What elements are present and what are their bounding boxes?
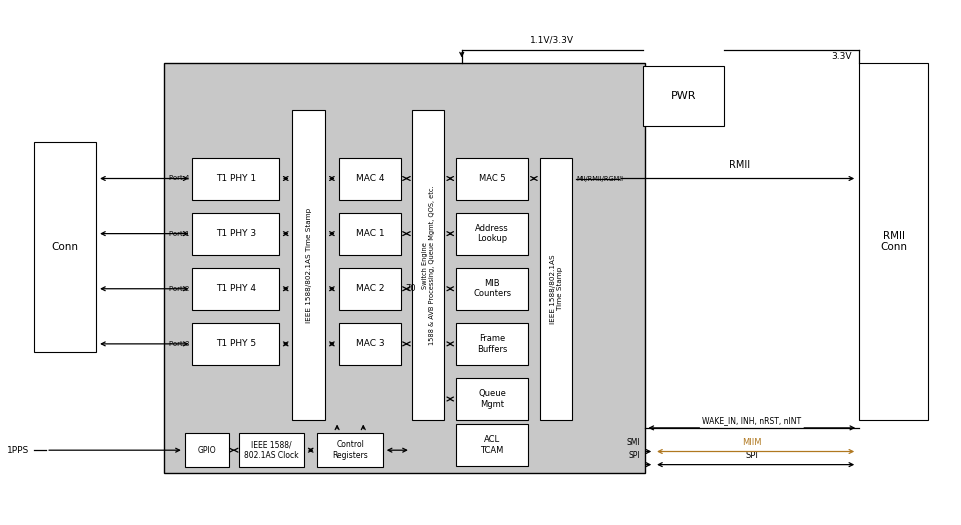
Text: Queue
Mgmt: Queue Mgmt xyxy=(478,390,505,408)
Text: MII/RMII/RGMII: MII/RMII/RGMII xyxy=(576,175,623,182)
Text: T1 PHY 3: T1 PHY 3 xyxy=(215,229,256,238)
Bar xyxy=(317,433,382,467)
Text: Address
Lookup: Address Lookup xyxy=(475,224,508,243)
Bar xyxy=(338,158,401,200)
Text: Port 2: Port 2 xyxy=(169,286,189,292)
Bar xyxy=(238,433,304,467)
Text: IEEE 1588/802.1AS Time Stamp: IEEE 1588/802.1AS Time Stamp xyxy=(306,207,311,323)
Text: Conn: Conn xyxy=(51,242,79,252)
Text: 1PPS: 1PPS xyxy=(7,446,29,455)
Bar xyxy=(456,158,528,200)
Text: RMII
Conn: RMII Conn xyxy=(879,230,906,253)
Text: Port 3: Port 3 xyxy=(169,341,189,347)
Bar xyxy=(163,63,644,472)
Bar xyxy=(192,158,279,200)
Text: ACL
TCAM: ACL TCAM xyxy=(480,436,504,455)
Text: Switch Engine
1588 & AVB Processing, Queue Mgmt, QOS, etc.: Switch Engine 1588 & AVB Processing, Que… xyxy=(421,185,434,345)
Text: 3.3V: 3.3V xyxy=(830,52,850,61)
Text: SPI: SPI xyxy=(628,450,639,460)
Text: T1 PHY 5: T1 PHY 5 xyxy=(215,339,256,349)
Bar xyxy=(192,268,279,310)
Bar xyxy=(192,213,279,255)
Text: SPI: SPI xyxy=(745,450,757,460)
Bar xyxy=(456,268,528,310)
Bar xyxy=(456,378,528,420)
Text: PWR: PWR xyxy=(670,91,696,101)
Bar xyxy=(411,110,444,420)
Bar xyxy=(642,66,724,126)
Text: Port 1: Port 1 xyxy=(169,230,189,237)
Bar xyxy=(192,323,279,365)
Text: RMII: RMII xyxy=(728,160,750,171)
Bar xyxy=(858,63,927,420)
Bar xyxy=(338,213,401,255)
Text: MIB
Counters: MIB Counters xyxy=(473,279,510,298)
Bar xyxy=(456,424,528,466)
Bar xyxy=(185,433,229,467)
Bar xyxy=(292,110,325,420)
Bar xyxy=(456,323,528,365)
Text: MAC 1: MAC 1 xyxy=(356,229,383,238)
Text: T1 PHY 4: T1 PHY 4 xyxy=(215,284,256,293)
Text: MAC 5: MAC 5 xyxy=(479,174,505,183)
Text: MAC 4: MAC 4 xyxy=(356,174,383,183)
Bar xyxy=(34,142,96,352)
Bar xyxy=(338,323,401,365)
Text: IEEE 1588/
802.1AS Clock: IEEE 1588/ 802.1AS Clock xyxy=(244,440,298,460)
Text: Frame
Buffers: Frame Buffers xyxy=(477,334,506,353)
Bar xyxy=(456,213,528,255)
Text: MAC 3: MAC 3 xyxy=(356,339,383,349)
Bar xyxy=(338,268,401,310)
Text: MIIM: MIIM xyxy=(741,437,761,447)
Text: GPIO: GPIO xyxy=(197,446,216,455)
Text: SMI: SMI xyxy=(626,437,639,447)
Text: Control
Registers: Control Registers xyxy=(332,440,368,460)
Text: 1.1V/3.3V: 1.1V/3.3V xyxy=(530,36,574,45)
Text: 70: 70 xyxy=(405,284,415,293)
Text: Port 4: Port 4 xyxy=(169,175,189,182)
Bar xyxy=(539,158,572,420)
Text: T1 PHY 1: T1 PHY 1 xyxy=(215,174,256,183)
Text: MAC 2: MAC 2 xyxy=(356,284,383,293)
Text: IEEE 1588/802.1AS
Time Stamp: IEEE 1588/802.1AS Time Stamp xyxy=(549,254,562,323)
Text: WAKE_IN, INH, nRST, nINT: WAKE_IN, INH, nRST, nINT xyxy=(702,416,801,425)
